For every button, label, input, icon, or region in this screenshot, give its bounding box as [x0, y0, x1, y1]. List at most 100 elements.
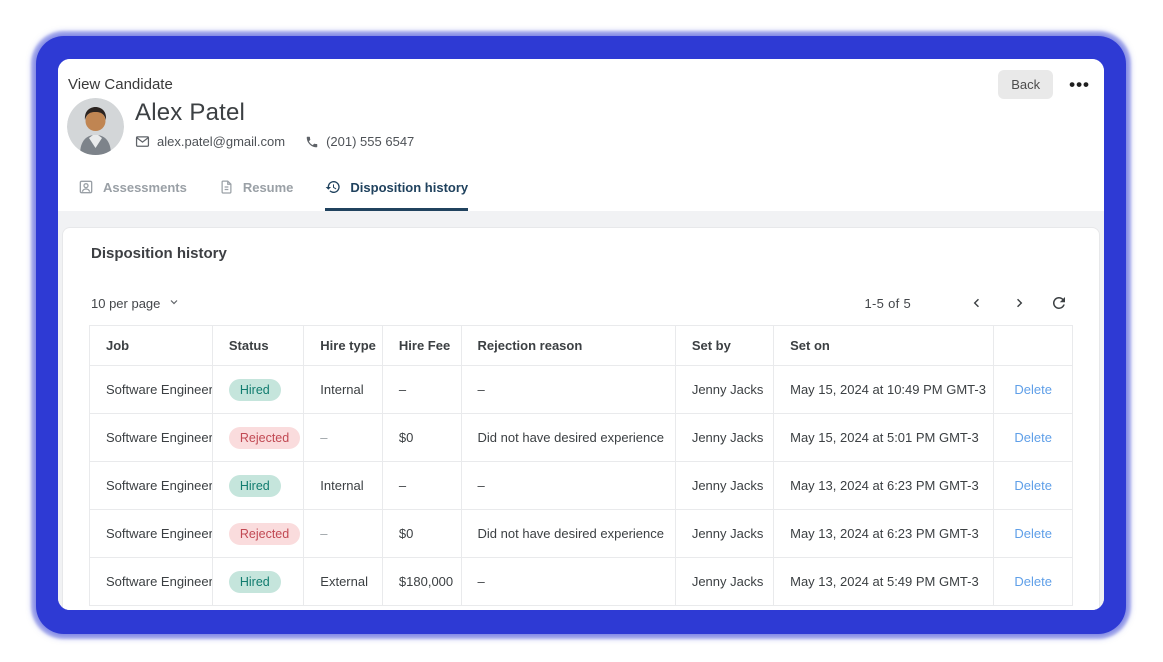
refresh-icon[interactable] — [1047, 291, 1071, 315]
cell-set-by: Jenny Jacks — [674, 509, 775, 558]
more-menu-icon[interactable]: ••• — [1069, 74, 1090, 94]
delete-link[interactable]: Delete — [1014, 478, 1052, 493]
cell-set-by: Jenny Jacks — [674, 413, 775, 462]
phone-icon — [305, 135, 319, 149]
cell-action: Delete — [993, 509, 1073, 558]
table-row: Software Engineer Hired Internal – – Jenny Ja… — [89, 461, 1073, 510]
status-badge: Rejected — [228, 426, 301, 449]
cell-action: Delete — [993, 461, 1073, 510]
col-actions — [993, 325, 1073, 366]
status-badge: Rejected — [228, 522, 301, 545]
tab-label: Assessments — [103, 179, 187, 195]
assessments-icon — [78, 179, 94, 195]
cell-hire-type: – — [303, 509, 383, 558]
col-hire-fee: Hire Fee — [381, 325, 462, 366]
col-rejection-reason: Rejection reason — [460, 325, 676, 366]
candidate-email: alex.patel@gmail.com — [157, 134, 286, 149]
cell-status: Hired — [211, 461, 305, 510]
cell-status: Rejected — [211, 413, 305, 462]
prev-page-icon[interactable] — [965, 291, 989, 315]
cell-action: Delete — [993, 365, 1073, 414]
page-title: View Candidate — [68, 75, 173, 93]
candidate-info: Alex Patel alex.patel@gmail.com (201) 55… — [135, 98, 414, 155]
status-badge: Hired — [228, 570, 281, 593]
cell-hire-type: Internal — [303, 365, 383, 414]
tab-bar: Assessments Resume Disposition history — [78, 179, 500, 211]
cell-rejection-reason: Did not have desired experience — [460, 413, 676, 462]
cell-job: Software Engineer — [89, 413, 213, 462]
cell-status: Hired — [211, 365, 305, 414]
status-badge: Hired — [228, 378, 281, 401]
cell-set-on: May 15, 2024 at 10:49 PM GMT-3 — [773, 365, 995, 414]
resume-icon — [219, 179, 234, 195]
cell-hire-fee: $180,000 — [381, 557, 462, 606]
cell-status: Rejected — [211, 509, 305, 558]
cell-action: Delete — [993, 413, 1073, 462]
cell-hire-fee: $0 — [381, 413, 462, 462]
cell-set-on: May 13, 2024 at 6:23 PM GMT-3 — [773, 509, 995, 558]
contact-row: alex.patel@gmail.com (201) 555 6547 — [135, 134, 414, 149]
delete-link[interactable]: Delete — [1014, 430, 1052, 445]
col-job: Job — [89, 325, 213, 366]
table-row: Software Engineer Hired Internal – – Jenny Ja… — [89, 365, 1073, 414]
candidate-phone: (201) 555 6547 — [326, 134, 415, 149]
back-button[interactable]: Back — [998, 69, 1054, 99]
next-page-icon[interactable] — [1007, 291, 1031, 315]
section-heading: Disposition history — [91, 245, 227, 262]
cell-set-by: Jenny Jacks — [674, 365, 775, 414]
delete-link[interactable]: Delete — [1014, 382, 1052, 397]
table-row: Software Engineer Rejected – $0 Did not have… — [89, 509, 1073, 558]
table-row: Software Engineer Rejected – $0 Did not have… — [89, 413, 1073, 462]
tab-label: Disposition history — [350, 179, 469, 195]
status-badge: Hired — [228, 474, 281, 497]
cell-hire-type: Internal — [303, 461, 383, 510]
col-hire-type: Hire type — [303, 325, 383, 366]
cell-rejection-reason: – — [460, 461, 676, 510]
delete-link[interactable]: Delete — [1014, 526, 1052, 541]
cell-hire-type: External — [303, 557, 383, 606]
view-candidate-card: View Candidate Back ••• Alex Patel — [58, 59, 1104, 610]
chevron-down-icon — [168, 296, 180, 311]
tab-disposition-history[interactable]: Disposition history — [325, 179, 469, 211]
cell-hire-type: – — [303, 413, 383, 462]
table-toolbar: 10 per page 1-5 of 5 — [91, 291, 1071, 315]
cell-set-on: May 13, 2024 at 6:23 PM GMT-3 — [773, 461, 995, 510]
page-range-label: 1-5 of 5 — [864, 295, 911, 311]
cell-set-by: Jenny Jacks — [674, 461, 775, 510]
cell-rejection-reason: Did not have desired experience — [460, 509, 676, 558]
table-row: Software Engineer Hired External $180,000– J… — [89, 557, 1073, 606]
titlebar: View Candidate Back ••• — [68, 67, 1090, 101]
col-set-on: Set on — [773, 325, 995, 366]
col-set-by: Set by — [674, 325, 775, 366]
delete-link[interactable]: Delete — [1014, 574, 1052, 589]
email-icon — [135, 134, 150, 149]
cell-set-on: May 13, 2024 at 5:49 PM GMT-3 — [773, 557, 995, 606]
cell-rejection-reason: – — [460, 557, 676, 606]
per-page-select[interactable]: 10 per page — [91, 296, 180, 311]
candidate-profile: Alex Patel alex.patel@gmail.com (201) 55… — [67, 98, 414, 155]
cell-set-by: Jenny Jacks — [674, 557, 775, 606]
history-icon — [325, 179, 341, 195]
cell-hire-fee: – — [381, 461, 462, 510]
tab-resume[interactable]: Resume — [219, 179, 293, 211]
cell-set-on: May 15, 2024 at 5:01 PM GMT-3 — [773, 413, 995, 462]
candidate-name: Alex Patel — [135, 99, 246, 126]
cell-status: Hired — [211, 557, 305, 606]
table-body: Software Engineer Hired Internal – – Jenny Ja… — [89, 365, 1073, 606]
table-header-row: Job Status Hire type Hire Fee Rejection … — [89, 325, 1073, 366]
disposition-panel: Disposition history 10 per page 1-5 of 5 — [62, 227, 1100, 610]
cell-hire-fee: – — [381, 365, 462, 414]
pagination: 1-5 of 5 — [865, 291, 1071, 315]
per-page-label: 10 per page — [91, 295, 161, 311]
cell-job: Software Engineer — [89, 509, 213, 558]
cell-rejection-reason: – — [460, 365, 676, 414]
col-status: Status — [211, 325, 305, 366]
cell-job: Software Engineer — [89, 557, 213, 606]
tab-assessments[interactable]: Assessments — [78, 179, 187, 211]
cell-action: Delete — [993, 557, 1073, 606]
avatar — [67, 98, 124, 155]
card-header: View Candidate Back ••• Alex Patel — [58, 59, 1104, 211]
cell-job: Software Engineer — [89, 461, 213, 510]
card-body: Disposition history 10 per page 1-5 of 5 — [58, 211, 1104, 610]
cell-hire-fee: $0 — [381, 509, 462, 558]
